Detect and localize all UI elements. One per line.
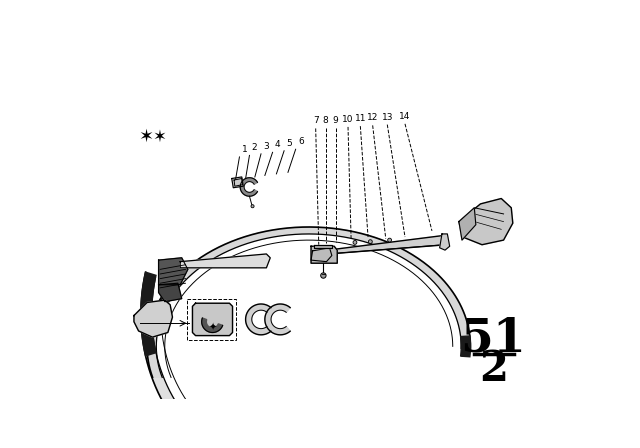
Polygon shape xyxy=(134,300,172,337)
Text: 9: 9 xyxy=(333,116,339,125)
Polygon shape xyxy=(265,304,290,335)
Circle shape xyxy=(321,273,326,278)
Polygon shape xyxy=(159,283,182,302)
Polygon shape xyxy=(193,303,232,336)
Polygon shape xyxy=(461,336,470,357)
Polygon shape xyxy=(246,304,271,335)
Text: 7: 7 xyxy=(313,116,319,125)
Text: 12: 12 xyxy=(367,113,378,122)
Text: 3: 3 xyxy=(263,142,269,151)
Text: 6: 6 xyxy=(298,137,304,146)
Polygon shape xyxy=(159,258,188,285)
Text: 8: 8 xyxy=(323,116,328,125)
Circle shape xyxy=(369,240,372,244)
Text: 2: 2 xyxy=(252,143,257,152)
Text: 13: 13 xyxy=(381,112,393,121)
Text: 5: 5 xyxy=(287,139,292,148)
Polygon shape xyxy=(459,198,513,245)
Polygon shape xyxy=(240,178,257,196)
Text: ✦: ✦ xyxy=(209,323,216,333)
Circle shape xyxy=(388,238,392,242)
Text: 51: 51 xyxy=(461,316,527,362)
Polygon shape xyxy=(314,245,332,248)
Circle shape xyxy=(251,205,254,208)
Polygon shape xyxy=(147,227,470,377)
Polygon shape xyxy=(311,246,337,263)
Polygon shape xyxy=(180,254,270,268)
Text: 14: 14 xyxy=(399,112,411,121)
Text: 1: 1 xyxy=(242,145,248,154)
Polygon shape xyxy=(234,178,243,186)
Polygon shape xyxy=(141,272,156,356)
Bar xyxy=(187,299,236,340)
Polygon shape xyxy=(202,318,223,332)
Text: ✶: ✶ xyxy=(139,128,154,146)
Polygon shape xyxy=(328,236,447,254)
Circle shape xyxy=(353,241,357,244)
Text: 10: 10 xyxy=(342,115,354,124)
Text: ✶: ✶ xyxy=(152,128,166,146)
Polygon shape xyxy=(311,248,332,262)
Polygon shape xyxy=(141,272,223,448)
Text: 2: 2 xyxy=(479,349,508,391)
Text: 11: 11 xyxy=(355,114,366,123)
Polygon shape xyxy=(232,177,243,188)
Polygon shape xyxy=(440,234,450,250)
Polygon shape xyxy=(459,208,476,240)
Text: 4: 4 xyxy=(275,140,280,149)
